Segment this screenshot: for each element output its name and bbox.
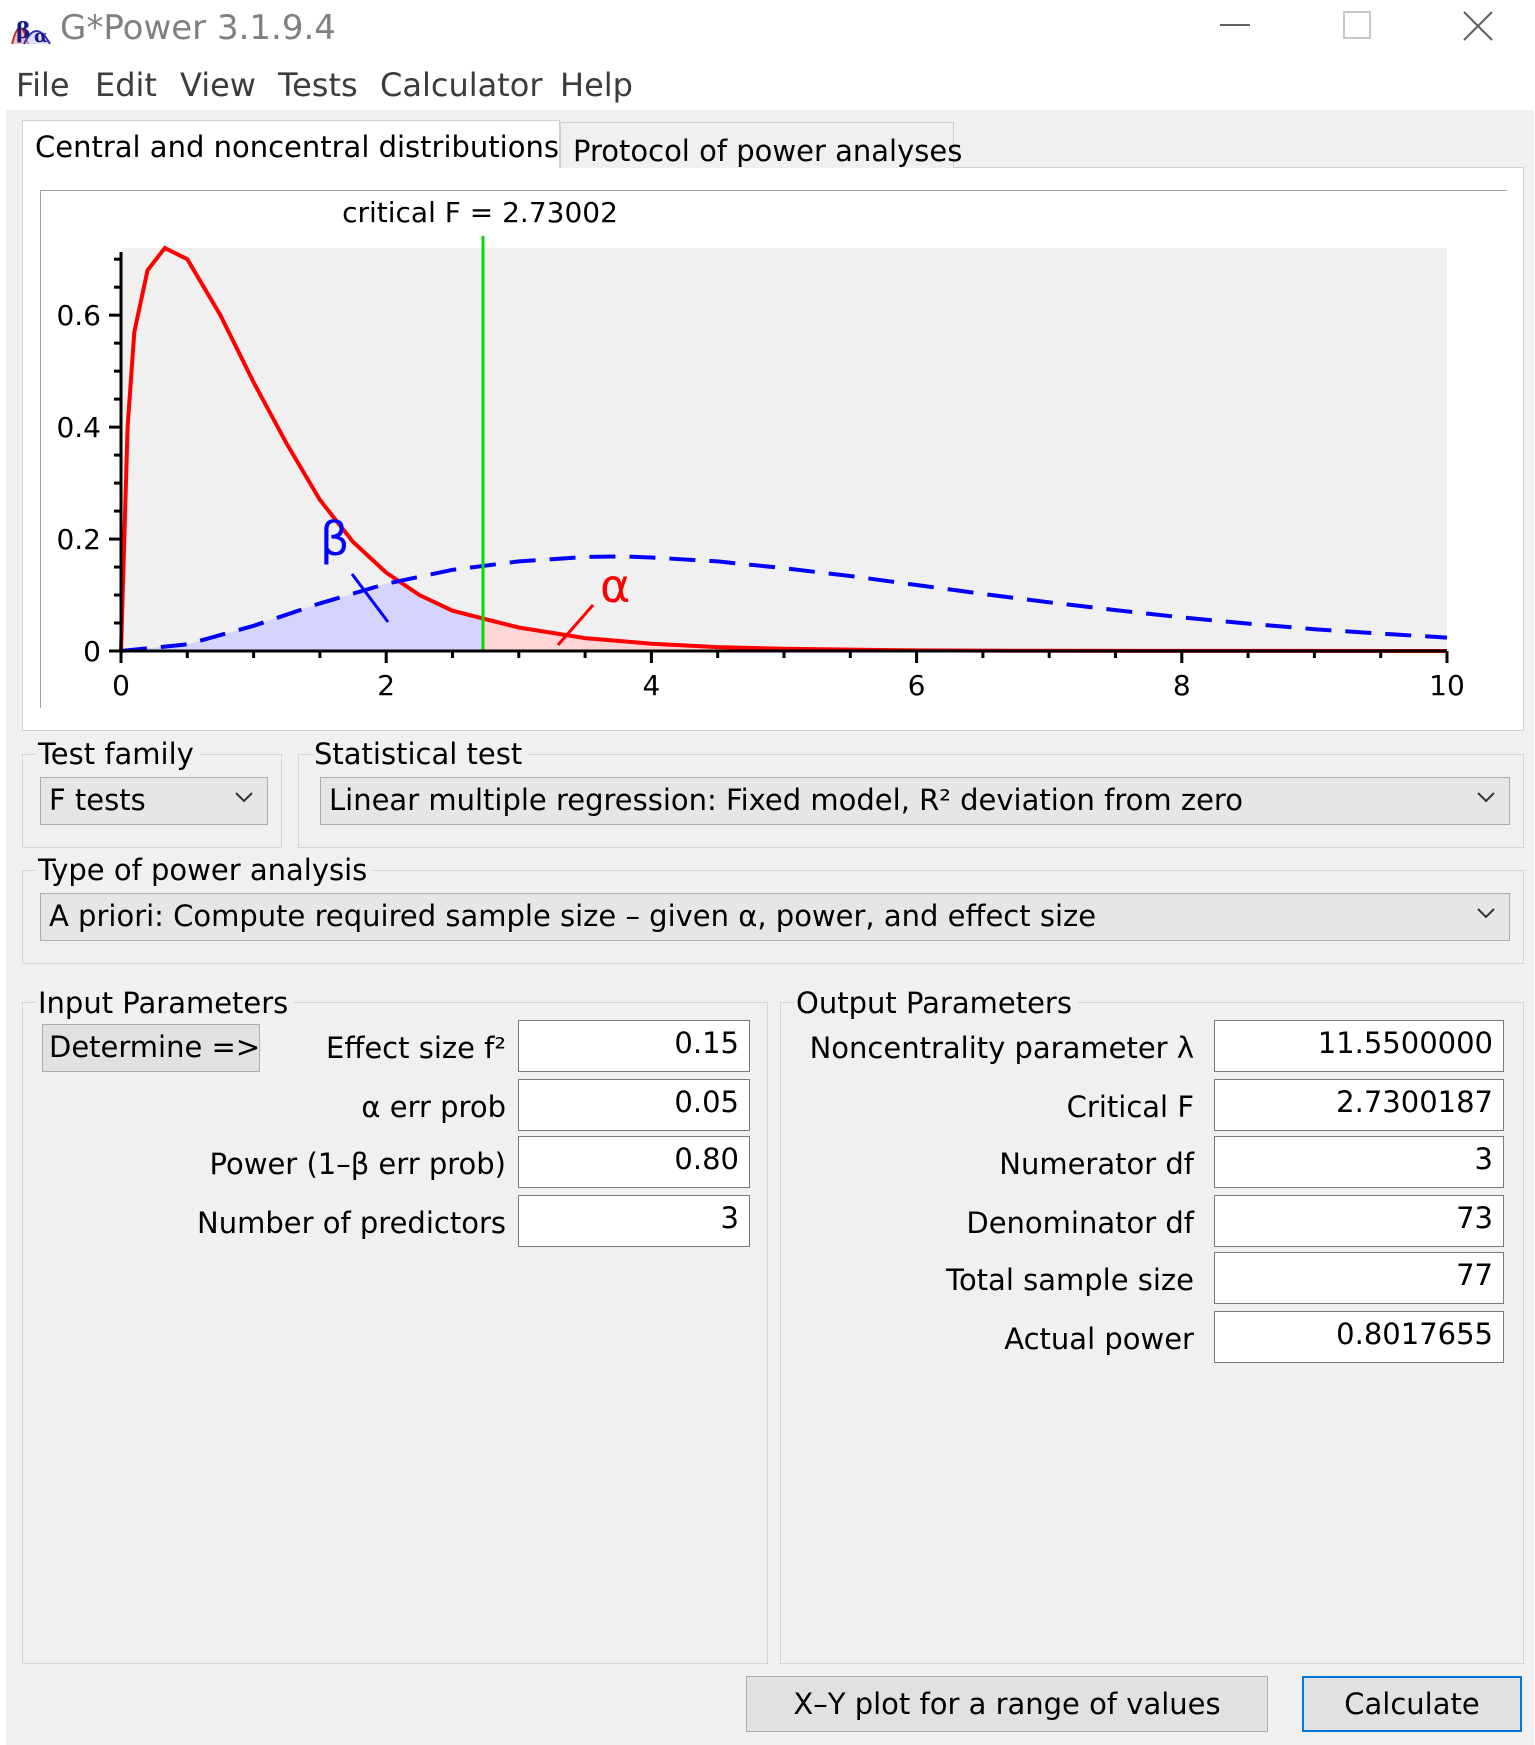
predictors-label: Number of predictors — [197, 1206, 506, 1240]
menu-tests[interactable]: Tests — [278, 66, 358, 104]
window-title: G*Power 3.1.9.4 — [60, 8, 336, 48]
menu-view[interactable]: View — [180, 66, 256, 104]
statistical-test-label: Statistical test — [312, 735, 529, 773]
maximize-icon — [1343, 11, 1371, 39]
statistical-test-select[interactable]: Linear multiple regression: Fixed model,… — [320, 777, 1510, 825]
close-button[interactable] — [1420, 0, 1535, 58]
power-analysis-group — [22, 870, 1524, 964]
alpha-area — [483, 618, 1447, 651]
chevron-down-icon — [1477, 908, 1495, 919]
effect-size-input[interactable]: 0.15 — [518, 1020, 750, 1072]
total-sample-size-value: 77 — [1214, 1252, 1504, 1304]
input-parameters-label: Input Parameters — [36, 984, 295, 1022]
statistical-test-value: Linear multiple regression: Fixed model,… — [329, 783, 1243, 817]
test-family-select[interactable]: F tests — [40, 777, 268, 825]
power-input[interactable]: 0.80 — [518, 1136, 750, 1188]
predictors-input[interactable]: 3 — [518, 1195, 750, 1247]
actual-power-value: 0.8017655 — [1214, 1311, 1504, 1363]
power-analysis-label: Type of power analysis — [36, 851, 374, 889]
y-tick-label: 0 — [83, 635, 101, 668]
y-tick-label: 0.2 — [56, 523, 101, 556]
menu-calculator[interactable]: Calculator — [380, 66, 543, 104]
svg-text:α: α — [34, 26, 48, 47]
tab-protocol[interactable]: Protocol of power analyses — [560, 122, 962, 168]
beta-pointer — [350, 573, 390, 623]
gpower-logo-icon: β α — [10, 8, 54, 48]
alpha-err-input[interactable]: 0.05 — [518, 1079, 750, 1131]
plot-axes: 0 2 4 6 8 10 0 0.2 0.4 0.6 — [56, 252, 1465, 702]
x-tick-label: 10 — [1429, 669, 1465, 702]
menu-help[interactable]: Help — [560, 66, 633, 104]
critical-f-value: 2.7300187 — [1214, 1079, 1504, 1131]
output-parameters-group — [780, 1002, 1524, 1664]
input-parameters-group — [22, 1002, 768, 1664]
xy-plot-button[interactable]: X–Y plot for a range of values — [746, 1676, 1268, 1732]
critical-f-output-label: Critical F — [1066, 1090, 1194, 1124]
tab-distributions[interactable]: Central and noncentral distributions — [22, 120, 560, 168]
distribution-plot: 0 2 4 6 8 10 0 0.2 0.4 0.6 critical F = 2.73002 β… — [56, 196, 1465, 702]
title-bar — [0, 0, 1535, 58]
test-family-value: F tests — [49, 783, 146, 817]
critical-f-label: critical F = 2.73002 — [342, 196, 618, 229]
close-icon — [1463, 11, 1493, 41]
numerator-df-value: 3 — [1214, 1136, 1504, 1188]
y-tick-label: 0.4 — [56, 411, 101, 444]
power-label: Power (1–β err prob) — [209, 1147, 506, 1181]
menu-bar — [0, 58, 1535, 110]
menu-edit[interactable]: Edit — [95, 66, 157, 104]
x-tick-label: 4 — [642, 669, 660, 702]
alpha-err-label: α err prob — [361, 1090, 506, 1124]
x-tick-label: 6 — [908, 669, 926, 702]
maximize-button[interactable] — [1298, 0, 1418, 58]
x-tick-label: 8 — [1173, 669, 1191, 702]
power-analysis-select[interactable]: A priori: Compute required sample size –… — [40, 893, 1510, 941]
noncentrality-value: 11.5500000 — [1214, 1020, 1504, 1072]
denominator-df-value: 73 — [1214, 1195, 1504, 1247]
x-tick-label: 0 — [112, 669, 130, 702]
y-tick-label: 0.6 — [56, 299, 101, 332]
noncentrality-label: Noncentrality parameter λ — [809, 1031, 1194, 1065]
x-tick-label: 2 — [377, 669, 395, 702]
determine-button[interactable]: Determine => — [42, 1024, 260, 1072]
minimize-icon — [1220, 24, 1250, 26]
minimize-button[interactable] — [1175, 0, 1295, 58]
beta-area — [121, 581, 484, 651]
power-analysis-value: A priori: Compute required sample size –… — [49, 899, 1097, 933]
effect-size-label: Effect size f² — [326, 1031, 506, 1065]
chevron-down-icon — [235, 792, 253, 803]
denominator-df-label: Denominator df — [966, 1206, 1194, 1240]
central-f-curve — [119, 245, 1448, 653]
total-sample-size-label: Total sample size — [946, 1263, 1194, 1297]
plot-background — [121, 248, 1447, 651]
alpha-pointer — [556, 604, 595, 646]
chevron-down-icon — [1477, 792, 1495, 803]
test-family-label: Test family — [36, 735, 200, 773]
statistical-test-group — [298, 754, 1524, 848]
alpha-label: α — [600, 559, 630, 613]
beta-label: β — [320, 512, 349, 566]
svg-text:β: β — [16, 18, 31, 44]
numerator-df-label: Numerator df — [999, 1147, 1194, 1181]
menu-file[interactable]: File — [16, 66, 70, 104]
calculate-button[interactable]: Calculate — [1302, 1676, 1522, 1732]
actual-power-label: Actual power — [1004, 1322, 1194, 1356]
output-parameters-label: Output Parameters — [794, 984, 1078, 1022]
noncentral-f-curve — [120, 554, 1448, 653]
